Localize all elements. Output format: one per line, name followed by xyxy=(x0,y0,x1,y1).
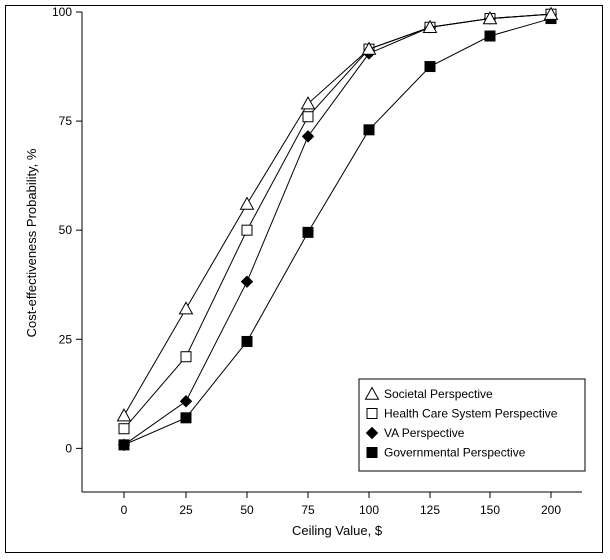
legend-label: Societal Perspective xyxy=(384,387,493,401)
x-tick-label: 200 xyxy=(541,503,561,517)
series-point xyxy=(117,438,131,452)
legend-marker xyxy=(365,426,379,440)
chart-frame xyxy=(5,5,603,553)
chart-axes xyxy=(81,12,582,493)
legend-label: Health Care System Perspective xyxy=(384,407,558,421)
chart-series xyxy=(116,6,559,452)
series-line xyxy=(123,18,552,446)
x-tick-label: 125 xyxy=(420,503,440,517)
y-axis-title: Cost-effectiveness Probability, % xyxy=(24,148,39,337)
series-point xyxy=(301,130,315,143)
series-point xyxy=(240,275,254,288)
legend-marker xyxy=(366,447,378,458)
legend-box xyxy=(358,378,586,472)
series-point xyxy=(422,19,438,33)
y-tick-label: 0 xyxy=(65,441,72,455)
series-point xyxy=(118,423,130,435)
y-tick-label: 25 xyxy=(59,332,73,346)
series-point xyxy=(543,6,559,20)
series-1 xyxy=(118,8,557,435)
y-tick-label: 75 xyxy=(59,114,73,128)
x-tick-label: 150 xyxy=(480,503,500,517)
series-point xyxy=(116,408,132,422)
series-point xyxy=(482,11,498,25)
series-point xyxy=(363,124,375,136)
chart-legend: Societal Perspective Health Care System P… xyxy=(358,378,586,472)
series-point xyxy=(180,351,192,363)
series-line xyxy=(123,13,552,416)
series-point xyxy=(302,111,314,123)
x-tick-label: 50 xyxy=(240,503,254,517)
series-point xyxy=(300,96,316,110)
series-point xyxy=(241,224,253,236)
y-ticks: 0 25 50 75 100 xyxy=(52,5,82,455)
series-point xyxy=(241,335,253,347)
x-ticks: 0 25 50 75 100 125 150 200 xyxy=(121,492,561,517)
legend-marker xyxy=(366,408,378,419)
series-point xyxy=(361,41,377,55)
series-point xyxy=(302,226,314,238)
legend-marker xyxy=(364,386,380,400)
series-point xyxy=(179,395,193,408)
x-tick-label: 100 xyxy=(359,503,379,517)
series-0 xyxy=(116,6,559,422)
series-point xyxy=(484,30,496,42)
x-tick-label: 25 xyxy=(179,503,193,517)
series-point xyxy=(239,196,255,210)
x-tick-label: 75 xyxy=(301,503,315,517)
series-point xyxy=(178,301,194,315)
legend-label: VA Perspective xyxy=(384,426,465,440)
legend-label: Governmental Perspective xyxy=(384,446,526,460)
y-tick-label: 50 xyxy=(59,223,73,237)
series-point xyxy=(180,412,192,424)
x-axis-title: Ceiling Value, $ xyxy=(292,523,383,538)
x-tick-label: 0 xyxy=(121,503,128,517)
y-tick-label: 100 xyxy=(52,5,72,19)
series-line xyxy=(123,13,552,430)
series-point xyxy=(424,61,436,73)
